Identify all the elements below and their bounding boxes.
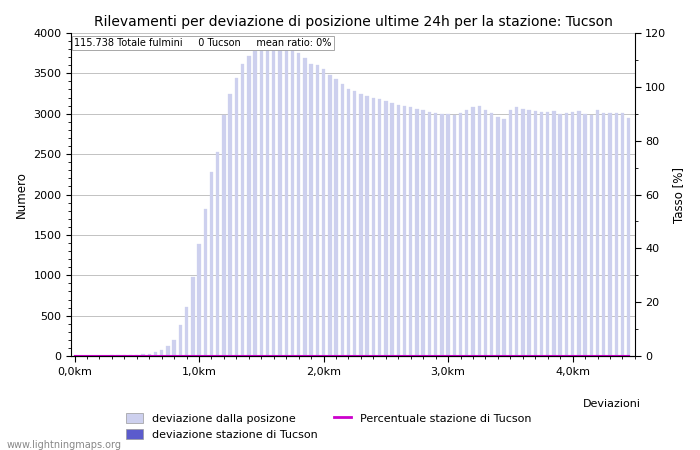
Bar bbox=[185, 307, 188, 356]
Bar bbox=[428, 112, 431, 356]
Bar bbox=[309, 63, 313, 356]
Bar bbox=[279, 46, 281, 356]
Bar bbox=[552, 111, 556, 356]
Bar bbox=[372, 98, 375, 356]
Bar bbox=[260, 47, 263, 356]
Bar bbox=[608, 113, 612, 356]
Bar bbox=[596, 110, 599, 356]
Bar bbox=[234, 78, 238, 356]
Bar bbox=[210, 172, 214, 356]
Bar bbox=[178, 324, 182, 356]
Bar bbox=[297, 53, 300, 356]
Bar bbox=[453, 115, 456, 356]
Bar bbox=[533, 111, 537, 356]
Bar bbox=[160, 350, 163, 356]
Bar bbox=[172, 340, 176, 356]
Bar bbox=[290, 50, 294, 356]
Bar bbox=[409, 107, 412, 356]
Bar bbox=[627, 118, 631, 356]
Bar bbox=[602, 113, 606, 356]
Bar bbox=[503, 119, 506, 356]
Bar bbox=[135, 355, 139, 356]
Bar bbox=[191, 277, 195, 356]
Bar bbox=[496, 117, 500, 356]
Bar bbox=[222, 115, 225, 356]
Title: Rilevamenti per deviazione di posizione ultime 24h per la stazione: Tucson: Rilevamenti per deviazione di posizione … bbox=[94, 15, 612, 29]
Bar bbox=[303, 58, 307, 356]
Bar bbox=[241, 64, 244, 356]
Bar bbox=[578, 111, 580, 356]
Bar bbox=[589, 115, 593, 356]
Bar bbox=[365, 96, 369, 356]
Bar bbox=[490, 113, 493, 356]
Bar bbox=[421, 111, 425, 356]
Legend: deviazione dalla posizone, deviazione stazione di Tucson, Percentuale stazione d: deviazione dalla posizone, deviazione st… bbox=[127, 413, 531, 440]
Bar bbox=[359, 94, 363, 356]
Bar bbox=[571, 112, 574, 356]
Bar bbox=[335, 79, 337, 356]
Bar bbox=[559, 114, 562, 356]
Bar bbox=[615, 113, 618, 356]
Bar bbox=[247, 55, 251, 356]
Y-axis label: Numero: Numero bbox=[15, 171, 28, 218]
Bar bbox=[515, 107, 518, 356]
Bar bbox=[129, 355, 132, 356]
Bar bbox=[477, 106, 481, 356]
Bar bbox=[540, 112, 543, 356]
Bar bbox=[402, 107, 406, 356]
Bar bbox=[122, 355, 126, 356]
Bar bbox=[471, 107, 475, 356]
Bar bbox=[621, 113, 624, 356]
Bar bbox=[197, 244, 201, 356]
Bar bbox=[272, 47, 276, 356]
Bar bbox=[458, 113, 462, 356]
Bar bbox=[484, 110, 487, 356]
Bar bbox=[340, 84, 344, 356]
Bar bbox=[154, 352, 158, 356]
Bar bbox=[353, 91, 356, 356]
Bar bbox=[527, 111, 531, 356]
Bar bbox=[228, 94, 232, 356]
Text: Deviazioni: Deviazioni bbox=[582, 399, 640, 409]
Bar bbox=[141, 354, 145, 356]
Bar bbox=[266, 44, 270, 356]
Bar bbox=[216, 152, 219, 356]
Bar bbox=[204, 209, 207, 356]
Bar bbox=[509, 110, 512, 356]
Text: www.lightningmaps.org: www.lightningmaps.org bbox=[7, 440, 122, 450]
Bar bbox=[284, 47, 288, 356]
Bar bbox=[166, 346, 169, 356]
Text: 115.738 Totale fulmini     0 Tucson     mean ratio: 0%: 115.738 Totale fulmini 0 Tucson mean rat… bbox=[74, 38, 332, 48]
Bar bbox=[583, 114, 587, 356]
Bar bbox=[391, 103, 394, 356]
Bar bbox=[253, 51, 257, 356]
Bar bbox=[447, 114, 450, 356]
Bar bbox=[565, 113, 568, 356]
Bar bbox=[546, 112, 550, 356]
Y-axis label: Tasso [%]: Tasso [%] bbox=[672, 166, 685, 222]
Bar bbox=[148, 354, 151, 356]
Bar bbox=[521, 109, 524, 356]
Bar bbox=[440, 114, 444, 356]
Bar bbox=[378, 99, 382, 356]
Bar bbox=[434, 113, 438, 356]
Bar bbox=[328, 75, 332, 356]
Bar bbox=[384, 101, 388, 356]
Bar bbox=[316, 65, 319, 356]
Bar bbox=[415, 109, 419, 356]
Bar bbox=[322, 69, 326, 356]
Bar bbox=[397, 105, 400, 356]
Bar bbox=[346, 89, 350, 356]
Bar bbox=[465, 110, 468, 356]
